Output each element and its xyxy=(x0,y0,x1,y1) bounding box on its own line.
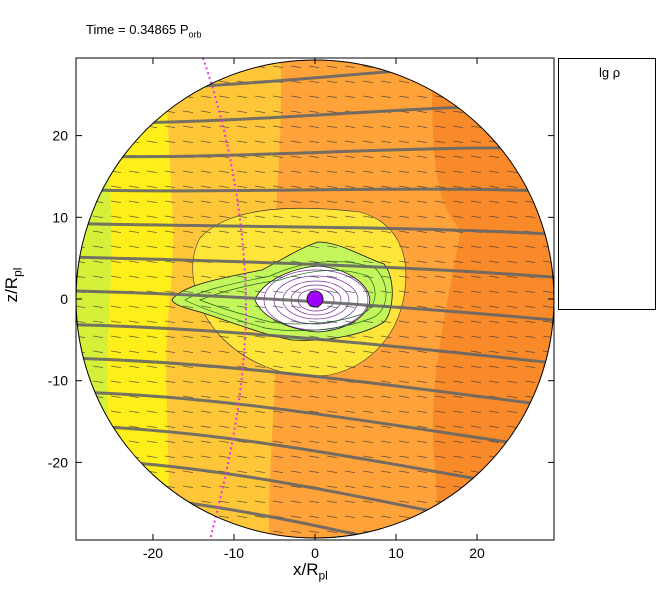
streamline xyxy=(76,187,554,193)
streamline xyxy=(76,390,554,451)
time-title: Time = 0.34865 Porb xyxy=(86,22,202,40)
streamline xyxy=(76,146,554,159)
planet-marker xyxy=(306,290,324,308)
streamline xyxy=(76,356,554,408)
streamlines xyxy=(76,61,554,538)
streamline xyxy=(76,221,554,236)
x-tick-label: -10 xyxy=(224,545,244,561)
y-tick-label: -20 xyxy=(48,454,68,470)
x-tick-label: -20 xyxy=(143,545,163,561)
orbit-curve xyxy=(202,58,247,540)
x-axis: -20 -10 0 10 20 xyxy=(143,58,485,561)
x-axis-label: x/Rpl xyxy=(293,560,328,583)
colorbar-legend: lg ρ xyxy=(558,58,656,310)
y-tick-label: -10 xyxy=(48,373,68,389)
x-tick-label: 0 xyxy=(311,545,319,561)
streamline xyxy=(76,323,554,365)
colorbar-title: lg ρ xyxy=(599,65,621,80)
y-tick-label: 20 xyxy=(52,128,68,144)
y-tick-label: 0 xyxy=(60,291,68,307)
y-axis-label: z/Rpl xyxy=(2,267,25,303)
streamline xyxy=(76,255,554,279)
x-tick-label: 10 xyxy=(388,545,404,561)
x-tick-label: 20 xyxy=(469,545,485,561)
y-tick-label: 10 xyxy=(52,209,68,225)
y-axis: -20 -10 0 10 20 xyxy=(48,128,554,470)
